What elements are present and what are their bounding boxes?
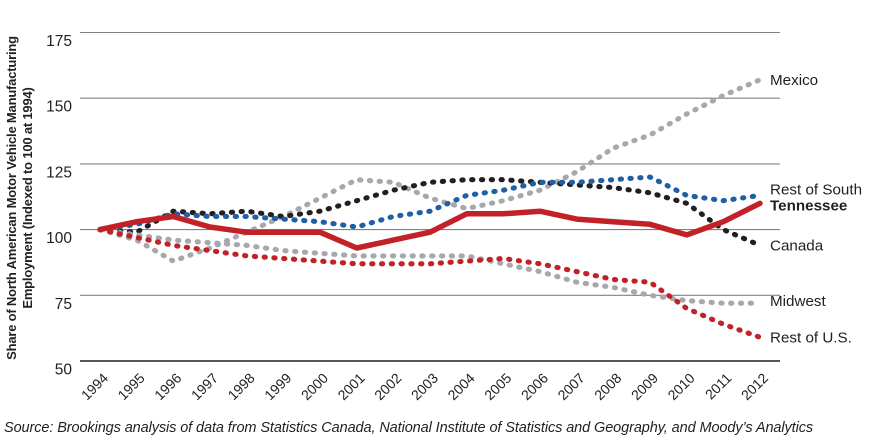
x-tick-2001: 2001 [334,370,367,403]
series-label-midwest: Midwest [770,293,826,310]
x-tick-2010: 2010 [664,370,697,403]
x-tick-1997: 1997 [188,370,221,403]
x-tick-2006: 2006 [518,370,551,403]
x-tick-2004: 2004 [444,370,477,403]
series-line-rest-of-south [97,174,763,233]
y-axis-title-line1: Share of North American Motor Vehicle Ma… [4,36,19,360]
x-tick-2009: 2009 [628,370,661,403]
series-line-midwest [97,227,763,306]
x-tick-1996: 1996 [151,370,184,403]
series-line-canada [97,177,763,248]
x-tick-2000: 2000 [298,370,331,403]
series-line-mexico [97,77,763,264]
y-tick-50: 50 [55,362,73,379]
x-tick-2002: 2002 [371,370,404,403]
x-tick-2008: 2008 [591,370,624,403]
y-tick-150: 150 [46,99,72,116]
series-line-rest-of-u-s [97,227,763,340]
x-tick-2003: 2003 [408,370,441,403]
x-tick-1999: 1999 [261,370,294,403]
line-chart: 175 150 125 100 75 50 1994 1995 1996 1997 1998 1999… [46,31,862,403]
y-tick-75: 75 [55,296,72,313]
x-tick-2012: 2012 [738,370,771,403]
x-tick-1994: 1994 [78,370,111,403]
source-note: Source: Brookings analysis of data from … [4,420,814,436]
y-axis-title-line2: Employment (Indexed to 100 at 1994) [20,87,35,309]
x-tick-2011: 2011 [702,370,735,403]
x-tick-2007: 2007 [554,370,587,403]
y-tick-125: 125 [46,164,72,181]
y-axis-title: Share of North American Motor Vehicle Ma… [4,2,38,394]
series-label-tennessee: Tennessee [770,197,847,214]
series-line-tennessee [97,200,763,251]
y-tick-175: 175 [46,33,72,50]
series-label-rest-of-south: Rest of South [770,181,862,198]
series-label-canada: Canada [770,237,824,254]
y-tick-100: 100 [46,230,72,247]
x-tick-2005: 2005 [481,370,514,403]
series-label-mexico: Mexico [770,72,818,89]
x-tick-1998: 1998 [224,370,257,403]
series-label-rest-of-u-s: Rest of U.S. [770,329,852,346]
x-tick-1995: 1995 [114,370,147,403]
